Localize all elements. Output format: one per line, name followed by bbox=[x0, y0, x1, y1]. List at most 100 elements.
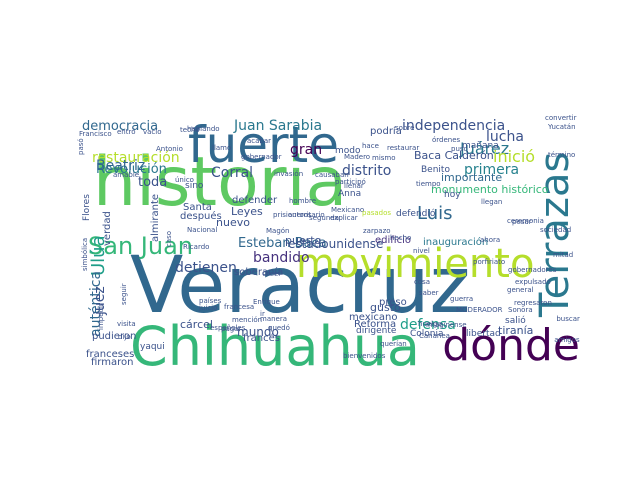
cloud-word: toda bbox=[138, 175, 167, 190]
cloud-word: pesar bbox=[512, 218, 532, 226]
cloud-word: pasados bbox=[362, 209, 391, 217]
cloud-word: Luis bbox=[417, 203, 453, 224]
cloud-word: convertir bbox=[545, 114, 577, 122]
cloud-word: edificio bbox=[375, 235, 411, 246]
cloud-word: restaurar bbox=[387, 144, 419, 152]
cloud-word: órdenes bbox=[432, 136, 461, 144]
cloud-word: dónde bbox=[442, 320, 580, 371]
cloud-word: Santa bbox=[183, 202, 212, 213]
cloud-word: podría bbox=[370, 125, 402, 137]
cloud-word: querían bbox=[380, 340, 407, 348]
cloud-word: ahora bbox=[480, 236, 500, 244]
cloud-word: Creel bbox=[262, 270, 280, 278]
cloud-word: cárcel bbox=[180, 318, 213, 331]
cloud-word: huelga bbox=[418, 320, 442, 328]
cloud-word: Reforma bbox=[354, 319, 396, 330]
cloud-word: francés bbox=[243, 332, 280, 344]
cloud-word: Ulúa bbox=[88, 235, 109, 276]
cloud-word: llenar bbox=[344, 182, 364, 190]
cloud-word: Antonio bbox=[156, 145, 183, 153]
cloud-word: inició bbox=[493, 147, 535, 166]
cloud-word: techo bbox=[180, 126, 200, 134]
cloud-word: Ricardo bbox=[183, 243, 209, 251]
cloud-word: Benito bbox=[421, 165, 450, 175]
cloud-word: Terrazas bbox=[532, 152, 578, 318]
cloud-word: pagar bbox=[221, 325, 241, 333]
cloud-word: Anna bbox=[338, 189, 361, 199]
cloud-word: Juárez bbox=[459, 139, 509, 158]
cloud-word: mismo bbox=[372, 154, 396, 162]
cloud-word: francesa bbox=[224, 303, 254, 311]
cloud-word: quedó bbox=[268, 324, 290, 332]
cloud-word: salió bbox=[505, 315, 526, 326]
cloud-word: modo bbox=[335, 146, 361, 156]
cloud-word: historia bbox=[93, 143, 347, 222]
cloud-word: distrito bbox=[342, 163, 391, 179]
cloud-word: juicio bbox=[198, 304, 217, 312]
cloud-word: causaban bbox=[315, 171, 349, 179]
cloud-word: Corral bbox=[211, 165, 253, 181]
cloud-word: guerra bbox=[450, 295, 473, 303]
cloud-word: defensa bbox=[400, 317, 456, 333]
cloud-word: dijo bbox=[118, 333, 131, 341]
cloud-word: entró bbox=[117, 128, 136, 136]
cloud-word: hablando bbox=[187, 125, 220, 133]
cloud-word: puso bbox=[451, 145, 468, 153]
cloud-word: pasó bbox=[77, 138, 85, 155]
cloud-word: primera bbox=[464, 162, 519, 178]
cloud-word: sino bbox=[185, 181, 204, 191]
cloud-word: Magón bbox=[266, 227, 290, 235]
cloud-word: después bbox=[180, 210, 222, 222]
cloud-word: sociedad bbox=[540, 226, 571, 234]
cloud-word: españoles bbox=[210, 324, 246, 332]
cloud-word: Sonora bbox=[508, 306, 533, 314]
cloud-word: Yucatán bbox=[547, 123, 576, 131]
cloud-word: Veracruz bbox=[130, 241, 471, 331]
cloud-word: firmaron bbox=[91, 357, 133, 368]
cloud-word: porfiriato bbox=[473, 258, 505, 266]
cloud-word: bienvenidos bbox=[343, 352, 386, 360]
cloud-word: almirante bbox=[150, 194, 161, 242]
cloud-word: saber bbox=[419, 289, 439, 297]
cloud-word: Beatriz bbox=[96, 158, 145, 174]
cloud-word: zarpazo bbox=[363, 227, 391, 235]
cloud-word: mitad bbox=[553, 251, 573, 259]
cloud-word: gusto bbox=[370, 301, 401, 314]
cloud-word: detienen bbox=[175, 260, 237, 276]
cloud-word: franceses bbox=[86, 349, 134, 360]
cloud-word: Esteban Baca bbox=[238, 236, 327, 251]
cloud-word: nivel bbox=[413, 247, 430, 255]
cloud-word: prisioneros bbox=[273, 211, 312, 219]
cloud-word: fuerte bbox=[188, 116, 339, 174]
cloud-word: Enrique bbox=[253, 298, 280, 306]
cloud-word: llegan bbox=[481, 198, 502, 206]
cloud-word: ceremonia bbox=[507, 217, 544, 225]
cloud-word: nuevo bbox=[216, 216, 250, 229]
cloud-word: Baca Calderón bbox=[414, 149, 494, 162]
cloud-word: hecho bbox=[390, 234, 411, 242]
cloud-word: puerto bbox=[285, 234, 322, 247]
cloud-word: movimiento bbox=[296, 241, 534, 287]
cloud-word: expulsado bbox=[515, 278, 551, 286]
cloud-word: bandido bbox=[253, 250, 310, 266]
cloud-word: mañana bbox=[462, 141, 499, 151]
cloud-word: Madero bbox=[344, 153, 370, 161]
cloud-word: Cananea bbox=[419, 332, 450, 340]
cloud-word: buscar bbox=[556, 315, 580, 323]
cloud-word: democracia bbox=[82, 119, 158, 134]
cloud-word: soberanía bbox=[234, 266, 283, 278]
cloud-word: simbólica bbox=[81, 238, 89, 271]
cloud-word: estadounidense bbox=[288, 237, 383, 251]
word-cloud-words: historia Veracruz fuerte Chihuahua movimient… bbox=[77, 114, 580, 378]
cloud-word: defendió bbox=[396, 208, 436, 219]
cloud-word: regresaron bbox=[514, 299, 552, 307]
cloud-word: independencia bbox=[402, 118, 505, 134]
cloud-word: preso bbox=[379, 297, 407, 308]
cloud-word: gobernadores bbox=[508, 266, 557, 274]
cloud-word: importante bbox=[441, 171, 502, 184]
cloud-word: tiranía bbox=[498, 324, 533, 337]
cloud-word: llamó bbox=[212, 144, 231, 152]
cloud-word: gran bbox=[290, 142, 322, 158]
cloud-word: defender bbox=[232, 195, 278, 206]
